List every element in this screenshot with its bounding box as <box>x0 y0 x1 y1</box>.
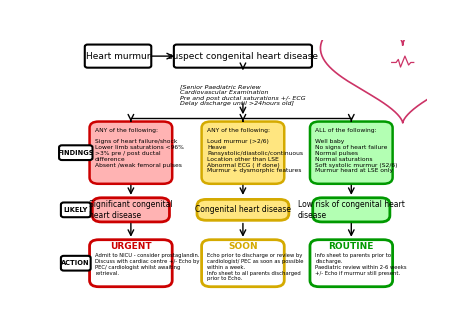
FancyBboxPatch shape <box>310 240 392 287</box>
Text: [Senior Paediatric Review
Cardiovascular Examination
Pre and post ductal saturat: [Senior Paediatric Review Cardiovascular… <box>180 84 306 107</box>
Text: suspect congenital heart disease: suspect congenital heart disease <box>168 51 318 61</box>
FancyBboxPatch shape <box>59 145 92 160</box>
FancyBboxPatch shape <box>174 45 312 68</box>
FancyBboxPatch shape <box>85 45 151 68</box>
FancyBboxPatch shape <box>201 121 284 184</box>
FancyBboxPatch shape <box>61 256 91 271</box>
Text: Congenital heart disease: Congenital heart disease <box>195 205 291 214</box>
Text: ANY of the following:

Loud murmur (>2/6)
Heave
Pansystolic/diastolic/continuous: ANY of the following: Loud murmur (>2/6)… <box>207 128 303 174</box>
Text: ALL of the following:

Well baby
No signs of heart failure
Normal pulses
Normal : ALL of the following: Well baby No signs… <box>316 128 398 174</box>
FancyBboxPatch shape <box>90 240 172 287</box>
FancyBboxPatch shape <box>201 240 284 287</box>
FancyBboxPatch shape <box>310 121 392 184</box>
FancyBboxPatch shape <box>313 198 390 222</box>
Text: URGENT: URGENT <box>110 242 152 251</box>
Text: Admit to NICU - consider prostaglandin.
Discuss with cardiac centre +/- Echo by
: Admit to NICU - consider prostaglandin. … <box>95 253 200 276</box>
Text: LIKELY: LIKELY <box>64 207 88 213</box>
Text: Low risk of congenital heart
disease: Low risk of congenital heart disease <box>298 200 405 219</box>
FancyBboxPatch shape <box>197 199 289 220</box>
Text: Echo prior to discharge or review by
cardiologist/ PEC as soon as possible
withi: Echo prior to discharge or review by car… <box>207 253 304 281</box>
Text: Heart murmur: Heart murmur <box>86 51 150 61</box>
FancyBboxPatch shape <box>61 203 91 217</box>
FancyBboxPatch shape <box>92 198 170 222</box>
Text: SOON: SOON <box>228 242 258 251</box>
Text: Significant congenital
heart disease: Significant congenital heart disease <box>89 200 173 219</box>
Text: ROUTINE: ROUTINE <box>328 242 374 251</box>
Text: Info sheet to parents prior to
discharge.
Paediatric review within 2-6 weeks
+/-: Info sheet to parents prior to discharge… <box>316 253 407 276</box>
FancyBboxPatch shape <box>90 121 172 184</box>
Text: ACTION: ACTION <box>62 260 90 266</box>
Text: ANY of the following:

Signs of heart failure/shock
Lower limb saturations <96%
: ANY of the following: Signs of heart fai… <box>95 128 184 168</box>
Text: FINDINGS: FINDINGS <box>57 150 94 156</box>
